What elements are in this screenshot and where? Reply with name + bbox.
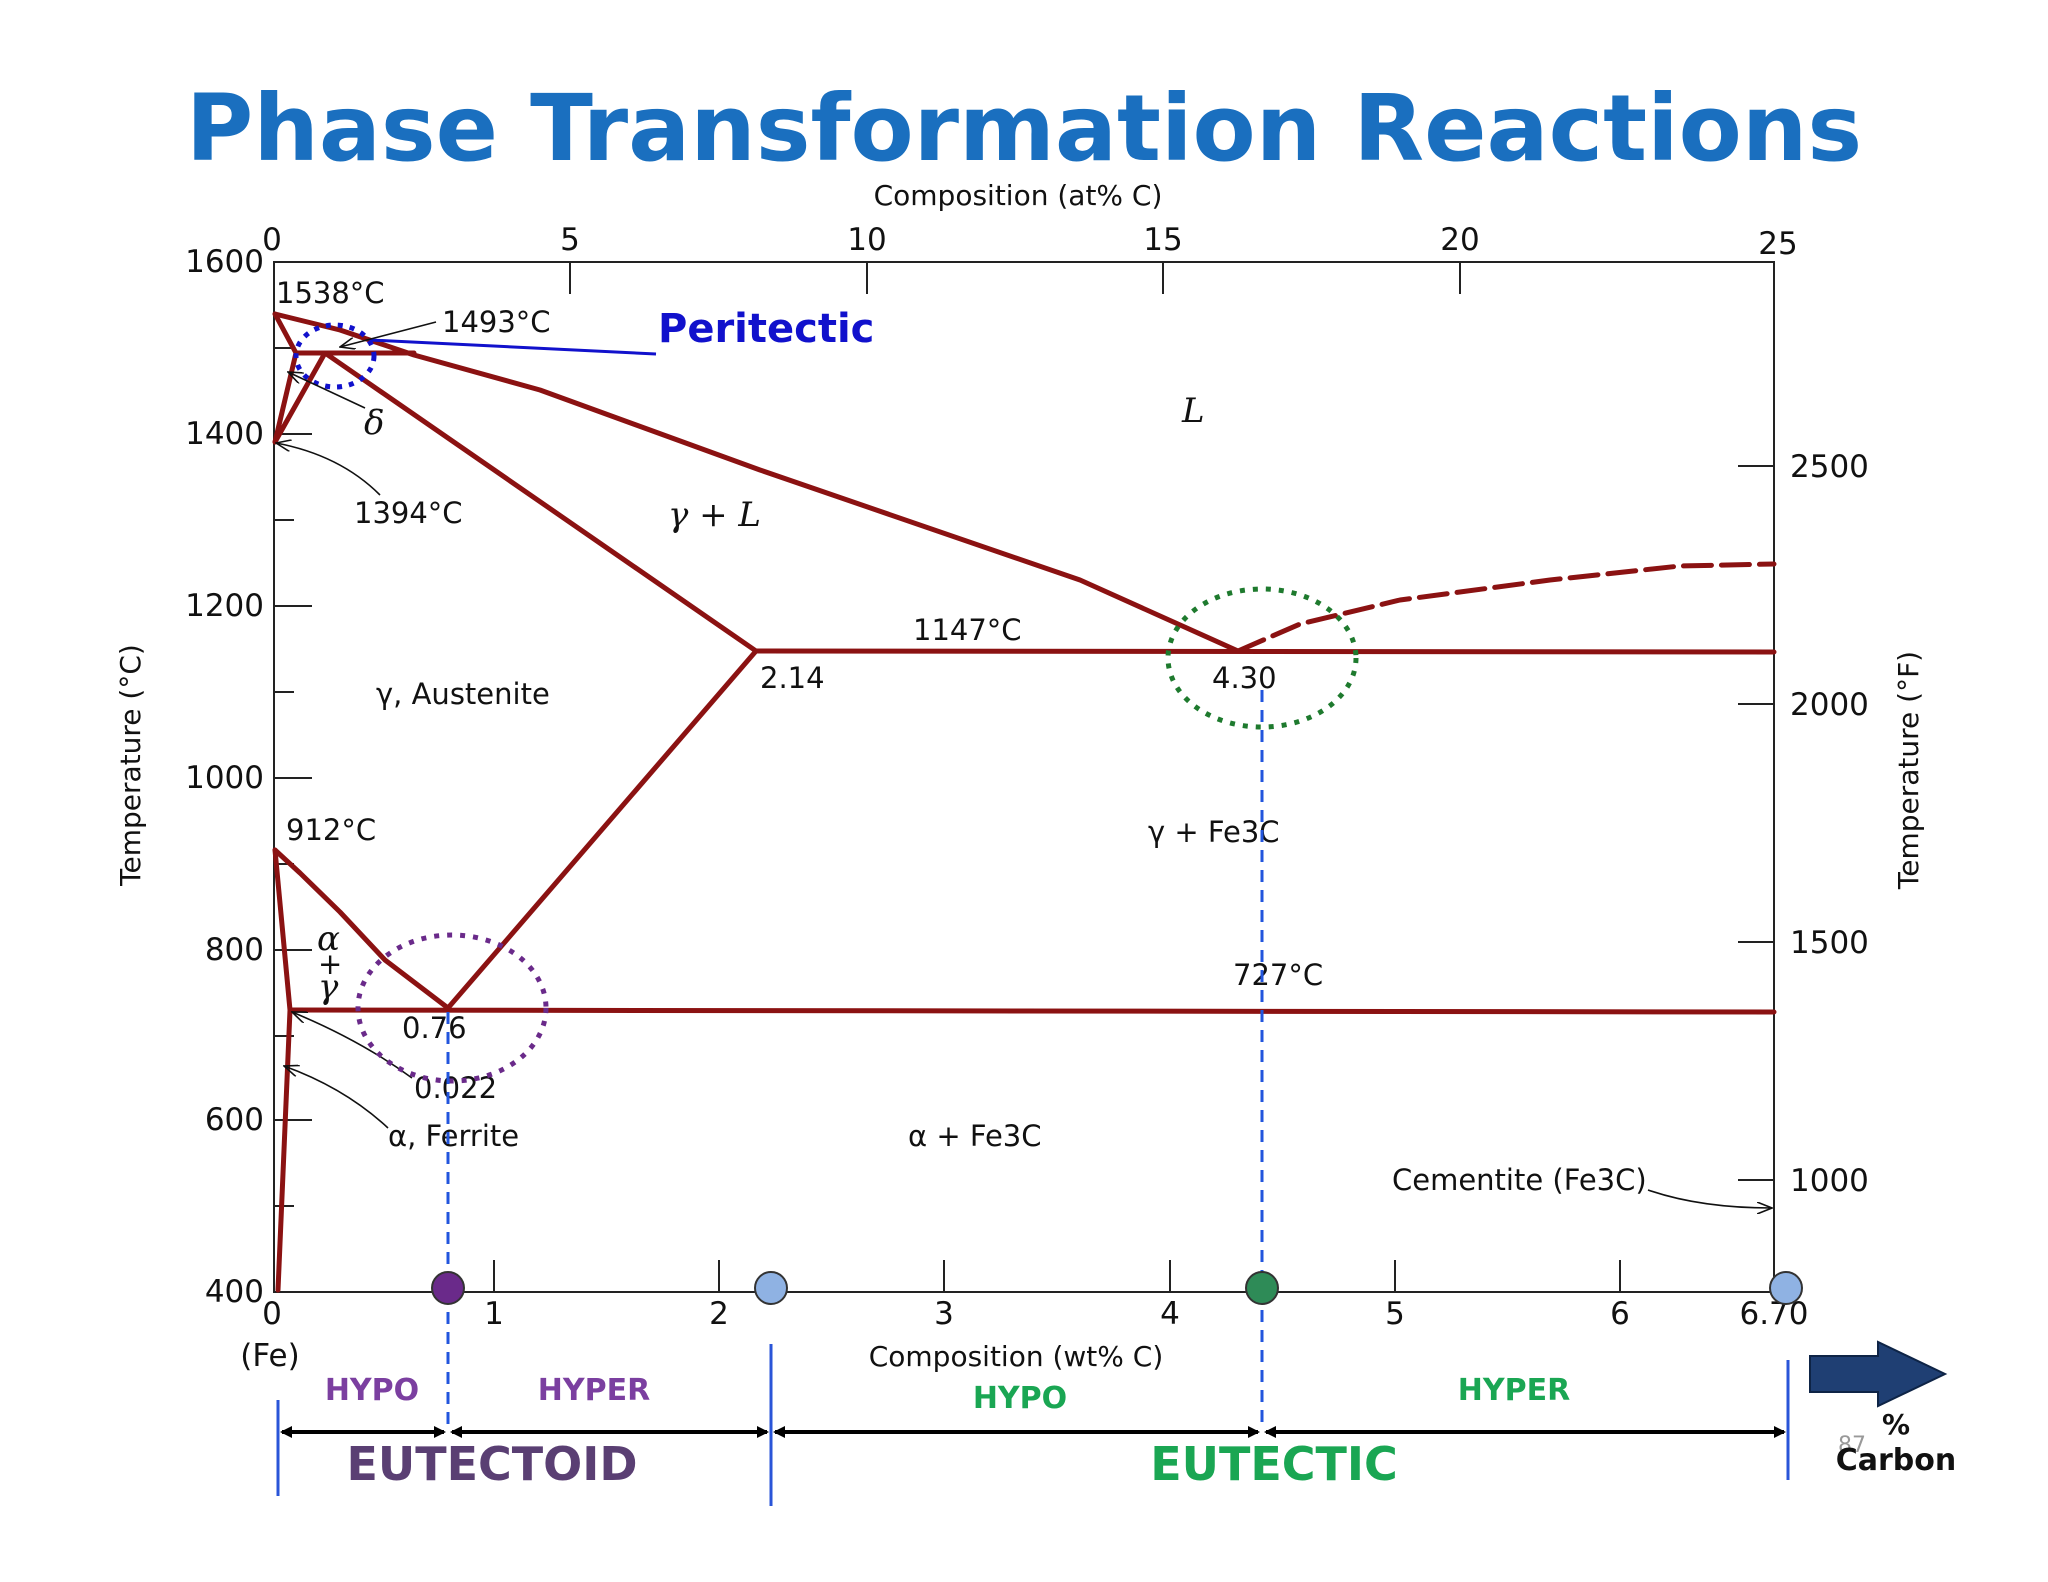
leader-ferrite: [284, 1066, 389, 1129]
label-1538c: 1538°C: [276, 276, 385, 310]
cementite-liquidus: [1235, 561, 1777, 654]
right-tick-1000: 1000: [1790, 1163, 1869, 1199]
bottom-tick-5: 5: [1385, 1296, 1405, 1332]
carbon-direction-arrow-icon: [1809, 1340, 1948, 1408]
leader-1493c: [340, 321, 437, 347]
carbon-percent-label: %: [1882, 1408, 1910, 1441]
label-214: 2.14: [760, 661, 825, 695]
bottom-tick-0: 0: [262, 1296, 282, 1332]
left-tick-1400: 1400: [185, 416, 264, 452]
eutectic-hypo-label: HYPO: [973, 1381, 1067, 1416]
label-alpha-fe3c: α + Fe3C: [908, 1119, 1042, 1153]
label-gamma: γ: [318, 967, 339, 1007]
label-liquid: L: [1181, 391, 1205, 431]
label-430: 4.30: [1212, 661, 1277, 695]
left-tick-400: 400: [205, 1274, 264, 1310]
eutectoid-hypo-label: HYPO: [325, 1373, 419, 1408]
right-axis-label: Temperature (°F): [1892, 651, 1925, 890]
label-gamma-fe3c: γ + Fe3C: [1148, 815, 1280, 849]
top-axis-ticks: [569, 262, 1461, 294]
left-tick-800: 800: [205, 932, 264, 968]
peritectic-circle: [293, 322, 377, 390]
top-tick-15: 15: [1143, 222, 1182, 258]
left-tick-600: 600: [205, 1102, 264, 1138]
acm-line: [445, 648, 759, 1011]
top-tick-0: 0: [262, 222, 282, 258]
top-axis-label: Composition (at% C): [874, 179, 1163, 212]
origin-label: (Fe): [240, 1338, 299, 1374]
eutectoid-isotherm: [287, 1007, 1777, 1015]
peritectic-pointer: [369, 338, 657, 356]
label-delta: δ: [364, 403, 384, 443]
liquidus-line: [272, 311, 1241, 654]
slide-title: Phase Transformation Reactions: [186, 75, 1862, 182]
top-tick-25: 25: [1758, 226, 1797, 262]
eutectic-isotherm: [753, 648, 1777, 655]
label-1147c: 1147°C: [913, 613, 1022, 647]
label-cementite: Cementite (Fe3C): [1392, 1163, 1647, 1197]
a3-line: [272, 847, 451, 1011]
label-austenite: γ, Austenite: [376, 677, 550, 711]
bottom-tick-3: 3: [934, 1296, 954, 1332]
bottom-tick-4: 4: [1160, 1296, 1180, 1332]
eutectoid-circle: [355, 932, 549, 1084]
delta-gamma-left: [272, 350, 299, 445]
right-tick-1500: 1500: [1790, 925, 1869, 961]
left-tick-1200: 1200: [185, 588, 264, 624]
eutectic-circle: [1165, 586, 1359, 730]
phase-boundaries: [272, 311, 1777, 1293]
right-tick-2500: 2500: [1790, 449, 1869, 485]
right-axis-labels: 2500 2000 1500 1000: [1790, 449, 1869, 1199]
eutectic-label: EUTECTIC: [1150, 1437, 1398, 1491]
label-gamma-l: γ + L: [668, 495, 761, 535]
eutectoid-hyper-label: HYPER: [538, 1373, 650, 1408]
peritectic-label: Peritectic: [658, 306, 874, 352]
max-austenite-marker: [754, 1271, 788, 1305]
delta-boundary: [272, 311, 299, 356]
label-1493c: 1493°C: [442, 305, 551, 339]
right-tick-2000: 2000: [1790, 687, 1869, 723]
left-axis-ticks: [274, 347, 312, 1207]
left-axis-label: Temperature (°C): [114, 644, 147, 887]
label-1394c: 1394°C: [354, 496, 463, 530]
top-tick-5: 5: [560, 222, 580, 258]
delta-gamma-right: [272, 350, 328, 445]
left-axis-labels: 1600 1400 1200 1000 800 600 400: [185, 244, 264, 1310]
eutectoid-label: EUTECTOID: [346, 1437, 637, 1491]
label-912c: 912°C: [286, 813, 376, 847]
bottom-tick-670: 6.70: [1739, 1296, 1808, 1332]
left-tick-1000: 1000: [185, 760, 264, 796]
bottom-tick-6: 6: [1610, 1296, 1630, 1332]
bottom-tick-1: 1: [484, 1296, 504, 1332]
leader-cementite: [1647, 1189, 1772, 1208]
ferrite-solvus: [275, 1007, 293, 1293]
top-tick-20: 20: [1440, 222, 1479, 258]
eutectic-marker: [1245, 1271, 1279, 1305]
carbon-label: Carbon: [1836, 1443, 1957, 1478]
label-727c: 727°C: [1233, 958, 1323, 992]
label-alpha: α: [317, 919, 340, 959]
top-axis-labels: 0 5 10 15 20 25: [262, 222, 1798, 262]
left-tick-1600: 1600: [185, 244, 264, 280]
label-plus: +: [318, 947, 342, 981]
bottom-axis-ticks: [493, 1260, 1621, 1292]
eutectoid-marker: [431, 1271, 465, 1305]
label-076: 0.76: [402, 1011, 467, 1045]
leader-delta: [288, 372, 366, 409]
ferrite-gamma-line: [272, 847, 293, 1013]
label-ferrite: α, Ferrite: [388, 1119, 519, 1153]
cementite-marker: [1769, 1271, 1803, 1305]
page-number: 87: [1838, 1433, 1866, 1458]
right-axis-ticks: [1738, 465, 1774, 1181]
leader-1394c: [276, 443, 381, 496]
bottom-axis-labels: 0 1 2 3 4 5 6 6.70: [262, 1296, 1808, 1332]
bottom-tick-2: 2: [709, 1296, 729, 1332]
top-tick-10: 10: [847, 222, 886, 258]
bottom-axis-label: Composition (wt% C): [869, 1340, 1164, 1373]
austenite-solidus: [322, 350, 759, 654]
eutectic-hyper-label: HYPER: [1458, 1373, 1570, 1408]
leader-0022: [292, 1012, 413, 1079]
